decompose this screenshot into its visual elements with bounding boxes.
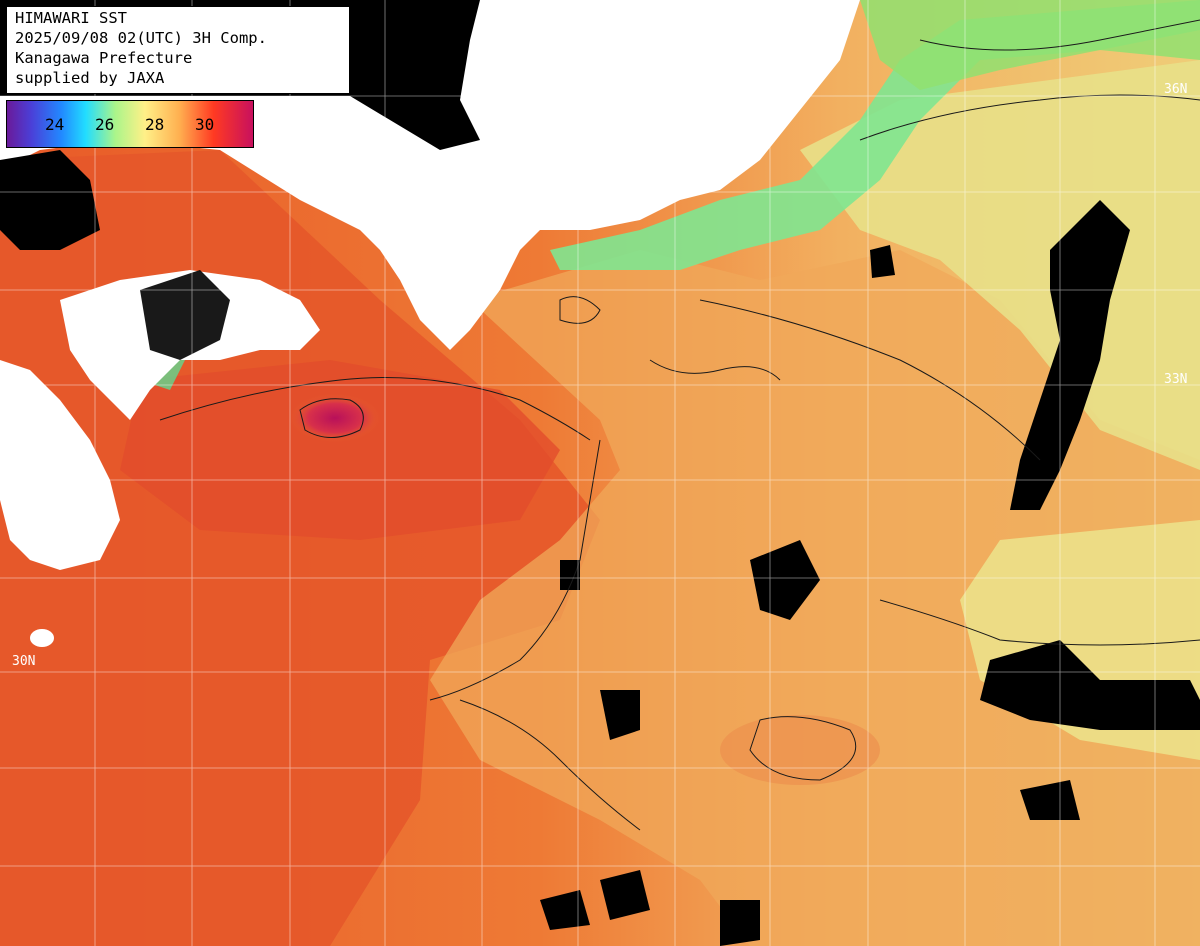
hot-spot	[290, 394, 380, 442]
cloud-center-2	[600, 690, 640, 740]
cloud-east-2	[1020, 780, 1080, 820]
cloud-center-1	[750, 540, 820, 620]
land-kyushu	[0, 360, 120, 570]
title-box: HIMAWARI SST 2025/09/08 02(UTC) 3H Comp.…	[6, 6, 350, 94]
cloud-south-2	[540, 890, 590, 930]
warm-core	[120, 360, 560, 540]
cloud-se-1	[720, 900, 760, 946]
legend-tick-28: 28	[145, 115, 165, 134]
legend-tick-30: 30	[195, 115, 215, 134]
cloud-band-east	[1010, 200, 1130, 510]
cool-region-ne	[800, 60, 1200, 470]
cloud-nw-corner	[350, 0, 480, 150]
lat-label-30n: 30N	[12, 654, 36, 669]
moderate-region	[430, 250, 1200, 946]
prefecture: Kanagawa Prefecture	[15, 49, 193, 67]
legend-tick-26: 26	[95, 115, 115, 134]
lat-label-36n: 36N	[1164, 82, 1188, 97]
legend-tick-24: 24	[45, 115, 65, 134]
lon-label-136e: 136E	[481, 8, 496, 40]
legend-color-bar	[7, 101, 253, 147]
lat-label-33n: 33N	[1164, 372, 1188, 387]
cloud-coast-1	[0, 150, 100, 250]
cloud-center-3	[560, 560, 580, 590]
cloud-east-1	[980, 640, 1200, 730]
timestamp: 2025/09/08 02(UTC) 3H Comp.	[15, 29, 267, 47]
product-title: HIMAWARI SST	[15, 9, 127, 27]
cloud-north-spot	[870, 245, 895, 278]
coastal-cool-north	[860, 0, 1200, 90]
color-legend: 24 26 28 30	[6, 100, 254, 148]
cloud-coast-2	[140, 270, 230, 360]
cloud-south-1	[600, 870, 650, 920]
supplier: supplied by JAXA	[15, 69, 165, 87]
land-island-south	[30, 629, 54, 647]
